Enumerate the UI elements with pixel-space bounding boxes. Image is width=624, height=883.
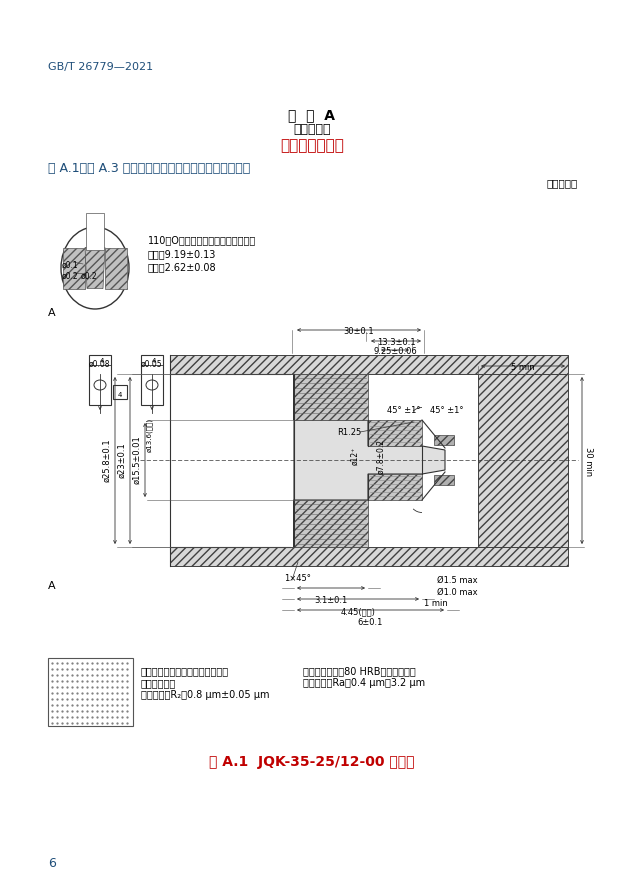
Polygon shape	[294, 374, 368, 420]
Text: 材料硬度：最小80 HRB（洛氏硬度）: 材料硬度：最小80 HRB（洛氏硬度）	[303, 666, 416, 676]
Text: ø0.08: ø0.08	[89, 360, 110, 369]
Bar	[48, 658, 133, 726]
Text: 9.25±0.06: 9.25±0.06	[373, 347, 417, 356]
Bar	[170, 374, 290, 547]
Text: 30±0.1: 30±0.1	[344, 327, 374, 336]
Polygon shape	[294, 374, 445, 547]
Text: ø12⁺: ø12⁺	[351, 447, 360, 465]
Text: 4: 4	[100, 358, 104, 364]
Text: 图 A.1  JQK-35-25/12-00 加氢口: 图 A.1 JQK-35-25/12-00 加氢口	[209, 755, 415, 769]
Text: （规范性）: （规范性）	[293, 123, 331, 136]
Text: R1.25: R1.25	[337, 428, 361, 437]
Bar	[113, 385, 127, 399]
Text: Ø1.0 max: Ø1.0 max	[437, 588, 477, 597]
Text: 45° ±1°: 45° ±1°	[387, 406, 421, 415]
Text: 加氢口结构型式: 加氢口结构型式	[280, 138, 344, 153]
Bar	[170, 547, 568, 566]
Polygon shape	[434, 475, 454, 485]
Text: ø0.2: ø0.2	[62, 272, 79, 281]
Text: 3.1±0.1: 3.1±0.1	[314, 596, 348, 605]
Text: 图 A.1～图 A.3 规定了不同压力下加氢口的结构型式。: 图 A.1～图 A.3 规定了不同压力下加氢口的结构型式。	[48, 162, 250, 175]
Text: 30 min: 30 min	[584, 448, 593, 477]
Text: A: A	[48, 581, 56, 591]
Text: ø15.5±0.01: ø15.5±0.01	[132, 435, 141, 485]
Text: ø0.05: ø0.05	[141, 360, 163, 369]
Text: 1 min: 1 min	[424, 599, 448, 608]
Text: 110号O圈模具的封面参考尺寸如下：: 110号O圈模具的封面参考尺寸如下：	[148, 235, 256, 245]
Text: 单位为毫米: 单位为毫米	[547, 178, 578, 188]
Bar	[86, 213, 104, 250]
Text: 宽度：2.62±0.08: 宽度：2.62±0.08	[148, 262, 217, 272]
Text: 4: 4	[118, 392, 122, 398]
Text: 内径：9.19±0.13: 内径：9.19±0.13	[148, 249, 217, 259]
Text: 表面精糙度Ra：0.4 μm～3.2 μm: 表面精糙度Ra：0.4 μm～3.2 μm	[303, 678, 425, 688]
Polygon shape	[85, 247, 105, 289]
Text: Ø1.5 max: Ø1.5 max	[437, 576, 477, 585]
Polygon shape	[368, 474, 422, 500]
Bar	[170, 355, 568, 374]
Text: A: A	[48, 308, 56, 318]
Text: 表面精糙度R₂：0.8 μm±0.05 μm: 表面精糙度R₂：0.8 μm±0.05 μm	[141, 690, 270, 700]
Text: ø7.8±0.2: ø7.8±0.2	[376, 439, 385, 473]
Text: 5 min: 5 min	[511, 363, 535, 372]
Text: 45° ±1°: 45° ±1°	[430, 406, 464, 415]
Text: 6±0.1: 6±0.1	[358, 618, 383, 627]
Text: ø13.6(法兰): ø13.6(法兰)	[147, 418, 153, 452]
Text: ø0.1: ø0.1	[62, 261, 79, 270]
Text: 6: 6	[48, 857, 56, 870]
Text: 4.45(法兰): 4.45(法兰)	[341, 607, 376, 616]
Text: GB/T 26779—2021: GB/T 26779—2021	[48, 62, 153, 72]
Polygon shape	[368, 420, 422, 446]
Text: 附  录  A: 附 录 A	[288, 108, 336, 122]
Polygon shape	[105, 247, 127, 289]
Text: ø25.8±0.1: ø25.8±0.1	[102, 439, 111, 482]
Polygon shape	[294, 500, 368, 547]
Bar	[478, 374, 568, 547]
Text: ø0.2: ø0.2	[81, 272, 97, 281]
Text: 4: 4	[152, 358, 156, 364]
Bar	[89, 355, 111, 405]
Polygon shape	[63, 247, 85, 289]
Text: ø23±0.1: ø23±0.1	[117, 442, 126, 479]
Polygon shape	[434, 435, 454, 445]
Text: 13.3±0.1: 13.3±0.1	[377, 338, 416, 347]
Text: 1×45°: 1×45°	[284, 574, 311, 583]
Text: 此图涂色区域表示该处涂层密封元: 此图涂色区域表示该处涂层密封元	[141, 666, 229, 676]
Text: 件以外部件。: 件以外部件。	[141, 678, 176, 688]
Bar	[141, 355, 163, 405]
